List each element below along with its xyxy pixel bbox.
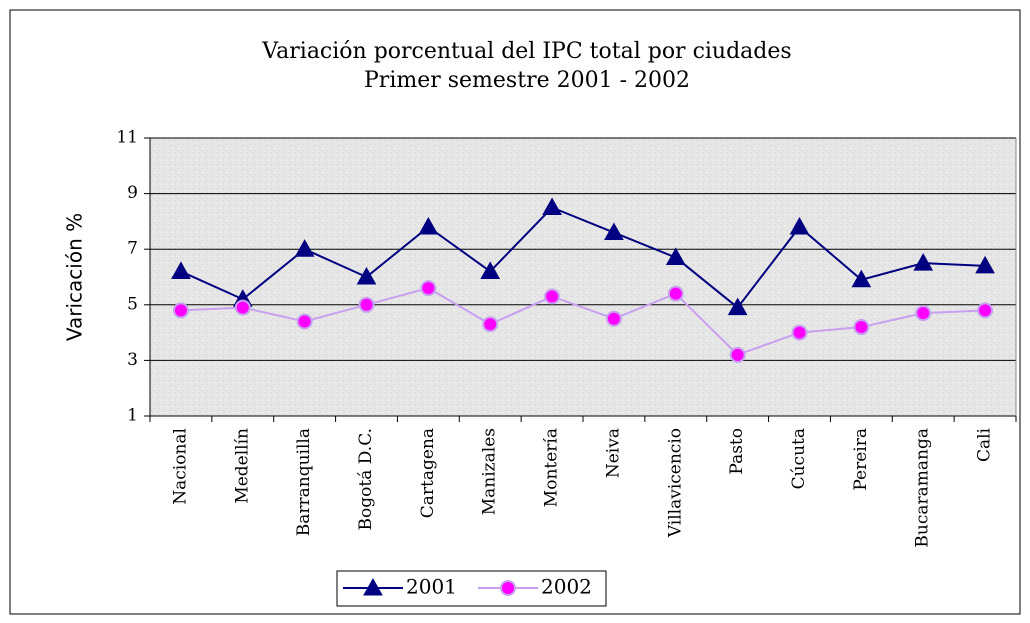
- y-axis-label: Varicación %: [63, 213, 87, 341]
- data-point: [544, 288, 561, 305]
- x-tick-label: Manizales: [480, 428, 500, 515]
- legend-marker: [500, 580, 516, 596]
- data-point: [234, 299, 251, 316]
- x-tick-label: Cúcuta: [789, 428, 809, 489]
- legend-label: 2001: [406, 575, 457, 599]
- x-tick-label: Medellín: [232, 428, 252, 504]
- data-point: [480, 261, 501, 279]
- y-tick-label: 3: [127, 350, 138, 370]
- x-tick-label: Bucaramanga: [913, 428, 933, 548]
- x-tick-label: Montería: [542, 428, 562, 507]
- x-tick-label: Cartagena: [418, 428, 438, 518]
- legend: 2001 2002: [336, 570, 607, 607]
- data-point: [482, 316, 499, 333]
- data-point: [727, 297, 748, 316]
- series-line: [180, 287, 986, 356]
- legend-label: 2002: [541, 575, 592, 599]
- x-tick-label: Neiva: [603, 428, 623, 478]
- chart-title: Variación porcentual del IPC total por c…: [261, 39, 791, 64]
- chart-subtitle: Primer semestre 2001 - 2002: [364, 68, 690, 93]
- data-point: [913, 253, 934, 271]
- x-tick-label: Pasto: [727, 428, 747, 475]
- data-point: [789, 216, 810, 235]
- x-tick-label: Barranquilla: [294, 428, 314, 536]
- series-line: [180, 206, 986, 310]
- y-tick-label: 1: [127, 406, 138, 426]
- data-point: [853, 319, 870, 336]
- data-point: [542, 197, 562, 215]
- x-tick-label: Villavicencio: [665, 428, 685, 538]
- data-point: [915, 305, 932, 322]
- y-tick-label: 11: [116, 128, 138, 148]
- data-point: [851, 269, 872, 288]
- data-point: [729, 346, 746, 363]
- data-point: [172, 302, 189, 319]
- y-tick-label: 9: [127, 183, 138, 203]
- y-tick-label: 5: [127, 294, 138, 314]
- data-point: [791, 324, 808, 341]
- data-point: [356, 266, 377, 285]
- legend-marker: [363, 577, 383, 596]
- y-tick-label: 7: [127, 239, 138, 259]
- data-point: [171, 261, 191, 279]
- data-point: [418, 216, 439, 235]
- data-point: [358, 296, 375, 313]
- data-point: [665, 247, 686, 266]
- data-point: [667, 285, 684, 302]
- data-point: [605, 310, 622, 327]
- data-point: [604, 222, 624, 241]
- data-point: [420, 280, 437, 297]
- data-point: [977, 302, 994, 319]
- data-point: [296, 313, 313, 330]
- plot-area: [150, 138, 1016, 416]
- x-tick-label: Bogotá D.C.: [356, 428, 376, 530]
- data-point: [294, 239, 315, 257]
- x-tick-label: Cali: [975, 427, 995, 462]
- data-point: [975, 255, 995, 274]
- x-tick-label: Nacional: [170, 428, 190, 505]
- x-tick-label: Pereira: [851, 428, 871, 491]
